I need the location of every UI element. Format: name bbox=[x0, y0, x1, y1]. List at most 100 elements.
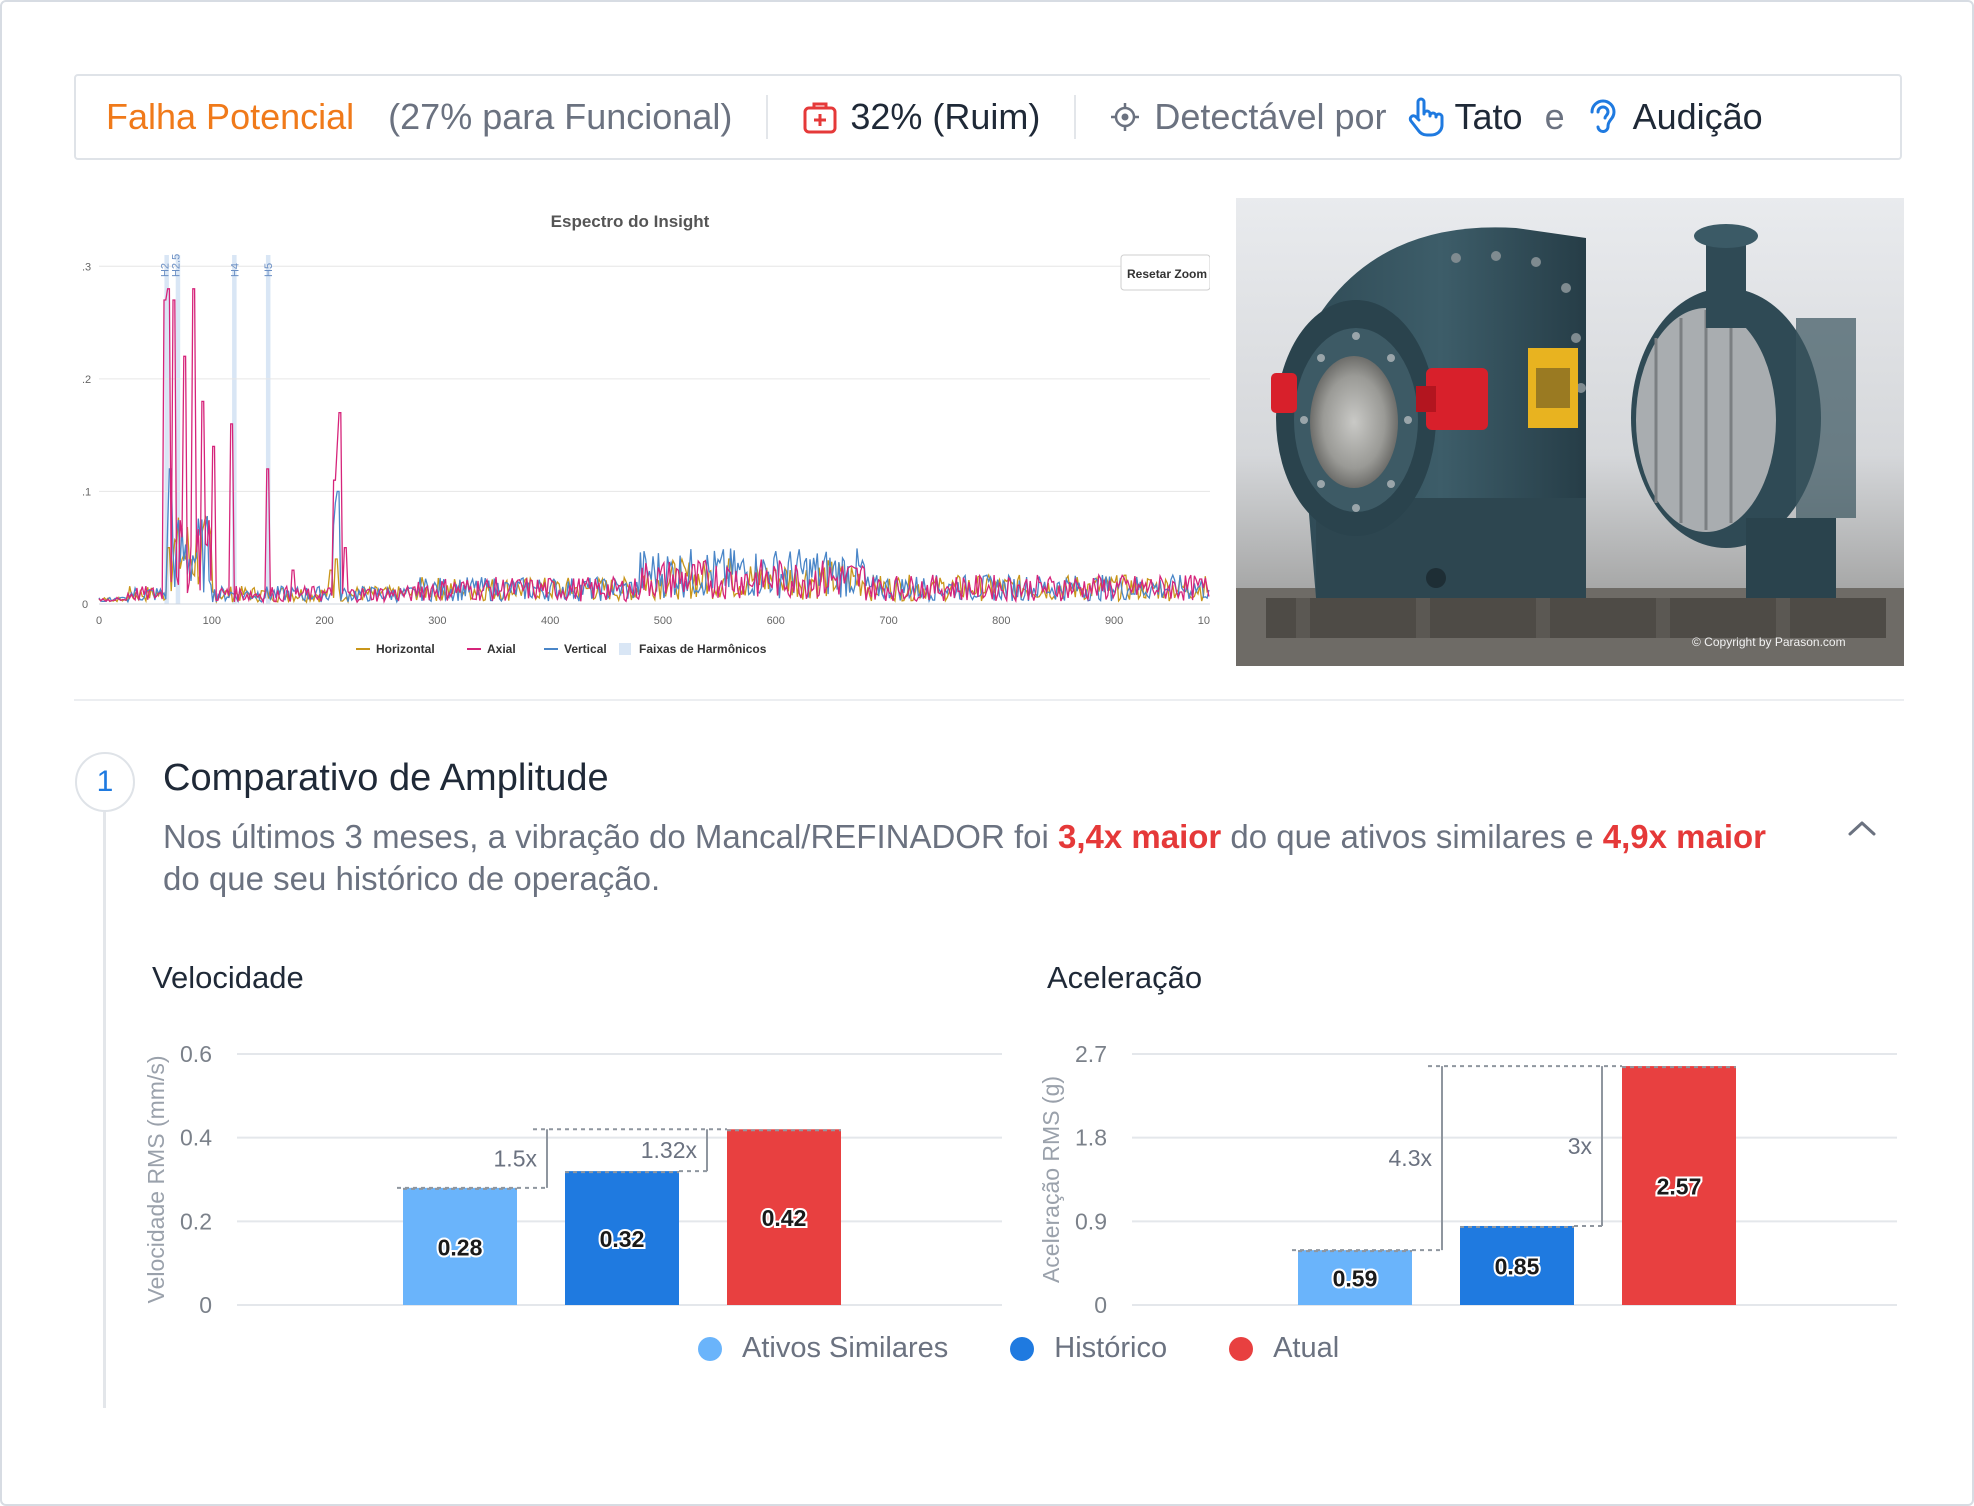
section-description: Nos últimos 3 meses, a vibração do Manca… bbox=[163, 816, 1783, 900]
legend-item-similar-assets[interactable]: Ativos Similares bbox=[698, 1332, 948, 1365]
spectrum-x-tick: 500 bbox=[654, 615, 672, 627]
spectrum-legend-label: Horizontal bbox=[376, 642, 435, 656]
velocity-bar-1[interactable] bbox=[403, 1187, 517, 1305]
spectrum-x-tick: 300 bbox=[428, 615, 446, 627]
sense-touch-label: Tato bbox=[1454, 96, 1523, 137]
connector-text: e bbox=[1544, 96, 1565, 137]
spectrum-legend-label: Vertical bbox=[564, 642, 607, 656]
harmonic-label: H2.5 bbox=[171, 254, 183, 277]
spectrum-y-tick: .3 bbox=[82, 261, 91, 273]
spectrum-legend-item[interactable]: Axial bbox=[467, 642, 516, 656]
velocity-ratio-label: 1.32x bbox=[641, 1137, 698, 1163]
acceleration-bar-1[interactable] bbox=[1298, 1250, 1412, 1305]
separator bbox=[1074, 95, 1077, 139]
acceleration-bar-value-2: 0.85 bbox=[1495, 1253, 1540, 1279]
velocity-y-tick: 0.6 bbox=[180, 1041, 212, 1067]
acceleration-bar-value-1: 0.59 bbox=[1333, 1266, 1378, 1292]
legend-dot bbox=[698, 1336, 722, 1361]
spectrum-legend-item[interactable]: Horizontal bbox=[356, 642, 435, 656]
spectrum-x-tick: 800 bbox=[992, 615, 1010, 627]
detectable-label: Detectável por bbox=[1154, 96, 1387, 137]
harmonic-band bbox=[164, 255, 169, 604]
legend-label: Atual bbox=[1273, 1332, 1340, 1364]
desc-highlight-similar: 3,4x maior bbox=[1057, 818, 1222, 855]
spectrum-title: Espectro do Insight bbox=[551, 212, 710, 231]
spectrum-x-tick: 0 bbox=[96, 615, 102, 627]
spectrum-x-tick: 700 bbox=[879, 615, 897, 627]
crosshair-icon bbox=[1110, 102, 1140, 132]
failure-status-title: Falha Potencial bbox=[106, 96, 355, 137]
acceleration-y-tick: 2.7 bbox=[1075, 1041, 1107, 1067]
spectrum-chart: Espectro do Insight H2 H2.5 H4 H5 .3 .2 .1 0 0… bbox=[74, 198, 1211, 668]
harmonic-label: H5 bbox=[263, 263, 275, 277]
acceleration-bar-2[interactable] bbox=[1460, 1225, 1574, 1305]
spectrum-y-tick: 0 bbox=[82, 599, 88, 611]
desc-text: Nos últimos 3 meses, a vibração do Manca… bbox=[163, 818, 1058, 855]
separator bbox=[766, 95, 769, 139]
acceleration-y-tick: 1.8 bbox=[1075, 1125, 1107, 1151]
step-number: 1 bbox=[75, 752, 135, 812]
spectrum-x-tick: 100 bbox=[203, 615, 221, 627]
collapse-chevron-up-icon[interactable] bbox=[1842, 814, 1882, 844]
spectrum-legend-item[interactable]: Faixas de Harmônicos bbox=[619, 642, 767, 656]
sense-hearing-label: Audição bbox=[1632, 96, 1763, 137]
section-title: Comparativo de Amplitude bbox=[163, 757, 609, 799]
machine-photo: © Copyright by Parason.com bbox=[1236, 198, 1904, 666]
harmonic-band bbox=[265, 255, 271, 604]
spectrum-x-tick: 400 bbox=[541, 615, 559, 627]
hand-pointer-icon bbox=[1405, 97, 1445, 137]
acceleration-chart-title: Aceleração bbox=[1047, 960, 1203, 995]
velocity-bar-3[interactable] bbox=[727, 1129, 841, 1305]
ear-icon bbox=[1587, 97, 1619, 137]
medical-kit-icon bbox=[802, 99, 838, 135]
divider bbox=[74, 699, 1904, 701]
spectrum-legend-label: Faixas de Harmônicos bbox=[639, 642, 767, 656]
acceleration-y-tick: 0.9 bbox=[1075, 1208, 1107, 1234]
spectrum-y-tick: .1 bbox=[82, 486, 91, 498]
acceleration-ratio-label: 4.3x bbox=[1389, 1145, 1433, 1171]
spectrum-legend-item[interactable]: Vertical bbox=[544, 642, 607, 656]
legend-label: Histórico bbox=[1054, 1332, 1168, 1364]
step-connector-line bbox=[103, 812, 106, 1408]
spectrum-series-axial bbox=[98, 288, 1210, 605]
health-value: 32% (Ruim) bbox=[850, 96, 1041, 137]
harmonic-band bbox=[175, 255, 181, 604]
velocity-bar-2[interactable] bbox=[565, 1171, 679, 1305]
velocity-bar-chart: Velocidade RMS (mm/s) 0.6 0.4 0.2 0 0.28 0.32 0… bbox=[143, 1041, 1002, 1318]
spectrum-x-tick: 600 bbox=[767, 615, 785, 627]
acceleration-ratio-label: 3x bbox=[1568, 1133, 1593, 1159]
velocity-y-tick: 0.4 bbox=[180, 1125, 212, 1151]
legend-item-current[interactable]: Atual bbox=[1229, 1332, 1339, 1365]
reset-zoom-button[interactable]: Resetar Zoom bbox=[1120, 254, 1211, 291]
spectrum-x-tick: 900 bbox=[1105, 615, 1123, 627]
legend-item-history[interactable]: Histórico bbox=[1010, 1332, 1167, 1365]
harmonic-band bbox=[232, 255, 237, 604]
velocity-bar-value-2: 0.32 bbox=[600, 1226, 645, 1252]
acceleration-y-tick: 0 bbox=[1094, 1292, 1107, 1318]
chart-legend: Ativos Similares Histórico Atual bbox=[698, 1332, 1401, 1365]
spectrum-x-tick: 200 bbox=[315, 615, 333, 627]
velocity-bar-value-3: 0.42 bbox=[762, 1205, 807, 1231]
acceleration-bar-value-3: 2.57 bbox=[1657, 1174, 1702, 1200]
spectrum-x-tick: 10 bbox=[1198, 615, 1210, 627]
status-bar: Falha Potencial (27% para Funcional) 32%… bbox=[74, 74, 1902, 160]
spectrum-y-tick: .2 bbox=[82, 374, 91, 386]
desc-highlight-history: 4,9x maior bbox=[1602, 818, 1767, 855]
legend-label: Ativos Similares bbox=[742, 1332, 949, 1364]
acceleration-bar-chart: Aceleração RMS (g) 2.7 1.8 0.9 0 0.59 0.85 2.57… bbox=[1038, 1041, 1897, 1318]
functional-note: (27% para Funcional) bbox=[388, 96, 733, 137]
velocity-y-tick: 0.2 bbox=[180, 1208, 212, 1234]
reset-zoom-label: Resetar Zoom bbox=[1127, 267, 1207, 281]
harmonic-label: H4 bbox=[229, 263, 241, 277]
legend-dot bbox=[1229, 1336, 1254, 1361]
velocity-y-axis-label: Velocidade RMS (mm/s) bbox=[143, 1056, 169, 1304]
acceleration-bar-3[interactable] bbox=[1622, 1066, 1736, 1305]
velocity-ratio-label: 1.5x bbox=[494, 1146, 538, 1172]
photo-copyright: © Copyright by Parason.com bbox=[1692, 635, 1846, 649]
desc-text: do que ativos similares e bbox=[1221, 818, 1603, 855]
acceleration-y-axis-label: Aceleração RMS (g) bbox=[1038, 1076, 1064, 1283]
spectrum-legend-label: Axial bbox=[487, 642, 516, 656]
velocity-bar-value-1: 0.28 bbox=[438, 1234, 483, 1260]
velocity-chart-title: Velocidade bbox=[152, 960, 304, 995]
